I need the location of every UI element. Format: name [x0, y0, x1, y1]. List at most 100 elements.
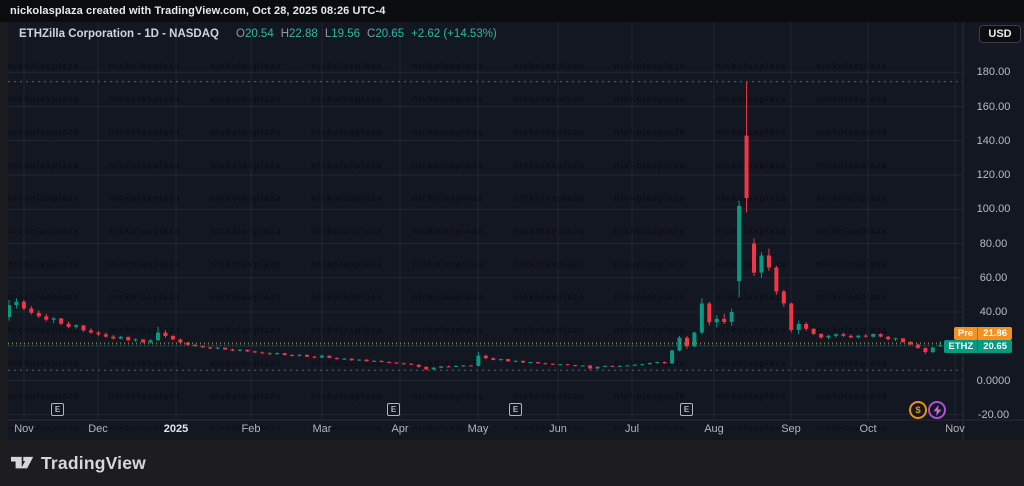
candle-body: [88, 330, 93, 333]
candle-body: [662, 362, 667, 364]
price-tick-label: 0.0000: [976, 374, 1011, 387]
candle-body: [863, 335, 868, 337]
candle-body: [118, 336, 123, 339]
candle-body: [126, 336, 131, 341]
candle-body: [275, 353, 280, 355]
candle-body: [461, 365, 466, 367]
candle-body: [908, 341, 913, 345]
candle-body: [729, 312, 734, 322]
chart-pane[interactable]: nickolasplaza nickolasplaza nickolasplaz…: [8, 22, 1024, 440]
candle-body: [476, 355, 481, 366]
open-value: 20.54: [244, 28, 274, 40]
high-value: 22.88: [289, 28, 318, 40]
candle-body: [826, 335, 831, 338]
earnings-marker[interactable]: E: [509, 403, 522, 416]
candle-body: [915, 344, 920, 348]
candle-body: [841, 334, 846, 336]
last-flag-tag: ETHZ: [948, 341, 974, 352]
earnings-marker[interactable]: E: [387, 403, 400, 416]
candle-body: [29, 308, 34, 313]
candle-body: [237, 349, 242, 351]
price-tick-label: -20.00: [977, 408, 1010, 421]
candle-body: [588, 365, 593, 369]
candle-body: [372, 360, 377, 362]
candle-body: [364, 359, 369, 362]
candle-body: [506, 359, 511, 362]
time-tick-label: Nov: [14, 423, 34, 435]
candle-body: [74, 325, 79, 327]
candle-body: [163, 332, 168, 336]
candle-body: [178, 339, 183, 343]
candle-body: [148, 340, 153, 343]
candle-body: [513, 360, 518, 362]
candle-body: [416, 364, 421, 367]
tradingview-brand-text: TradingView: [41, 452, 146, 473]
candle-body: [603, 365, 607, 367]
candle-body: [871, 334, 876, 337]
candle-body: [737, 205, 742, 282]
low-value: 19.56: [331, 28, 360, 40]
candle-body: [677, 337, 682, 351]
tradingview-logo-icon: [11, 456, 34, 469]
price-tick-label: 180.00: [976, 66, 1011, 79]
currency-button[interactable]: USD: [979, 25, 1021, 43]
candle-body: [14, 301, 19, 306]
candle-body: [647, 363, 652, 365]
creator-bar: nickolasplaza created with TradingView.c…: [0, 0, 1024, 22]
candle-body: [707, 303, 712, 323]
candle-body: [752, 243, 756, 273]
candle-body: [617, 365, 622, 367]
creator-text: nickolasplaza created with TradingView.c…: [10, 5, 386, 17]
change-value: +2.62 (+14.53%): [411, 28, 497, 40]
candle-body: [260, 352, 265, 354]
candle-body: [170, 335, 175, 340]
dollar-badge-icon[interactable]: $: [909, 401, 927, 419]
boost-lightning-icon[interactable]: [928, 401, 946, 419]
candle-body: [200, 346, 205, 348]
candle-body: [81, 325, 86, 331]
earnings-marker[interactable]: E: [51, 403, 64, 416]
lightning-bolt-icon: [933, 404, 941, 416]
candle-body: [290, 354, 295, 356]
candle-body: [498, 359, 503, 361]
candle-body: [573, 365, 578, 367]
candle-body: [282, 353, 287, 355]
candle-body: [833, 334, 838, 336]
candle-body: [632, 364, 637, 366]
candle-body: [468, 365, 473, 367]
candle-body: [446, 366, 451, 368]
candle-body: [66, 323, 71, 327]
candle-body: [901, 338, 905, 342]
time-tick-label: Apr: [391, 423, 409, 435]
price-plot[interactable]: [8, 22, 1024, 440]
close-value: 20.65: [375, 28, 405, 40]
candle-body: [305, 354, 309, 357]
candle-body: [245, 349, 250, 352]
candle-body: [215, 347, 220, 349]
candle-body: [44, 316, 49, 320]
earnings-marker[interactable]: E: [680, 403, 693, 416]
symbol-title: ETHZilla Corporation - 1D - NASDAQ: [19, 28, 219, 40]
candle-body: [580, 365, 585, 367]
candle-body: [625, 365, 630, 367]
time-tick-label: Mar: [312, 423, 332, 435]
candle-body: [349, 358, 354, 361]
candle-body: [439, 366, 444, 368]
tradingview-logo[interactable]: TradingView: [11, 453, 146, 474]
candle-body: [185, 342, 190, 345]
symbol-header: ETHZilla Corporation - 1D - NASDAQ O 20.5…: [19, 26, 497, 42]
candle-body: [722, 318, 727, 322]
candle-body: [550, 363, 555, 365]
candle-body: [401, 363, 406, 365]
candle-body: [558, 364, 563, 366]
price-tick-label: 140.00: [976, 134, 1011, 147]
candle-body: [230, 349, 235, 351]
candle-body: [923, 347, 928, 353]
candle-body: [766, 255, 771, 268]
high-label: H: [280, 28, 290, 40]
candle-body: [36, 312, 41, 317]
candle-body: [796, 323, 801, 330]
time-tick-label: 2025: [163, 423, 189, 435]
candle-body: [21, 301, 26, 309]
candle-body: [379, 360, 384, 363]
